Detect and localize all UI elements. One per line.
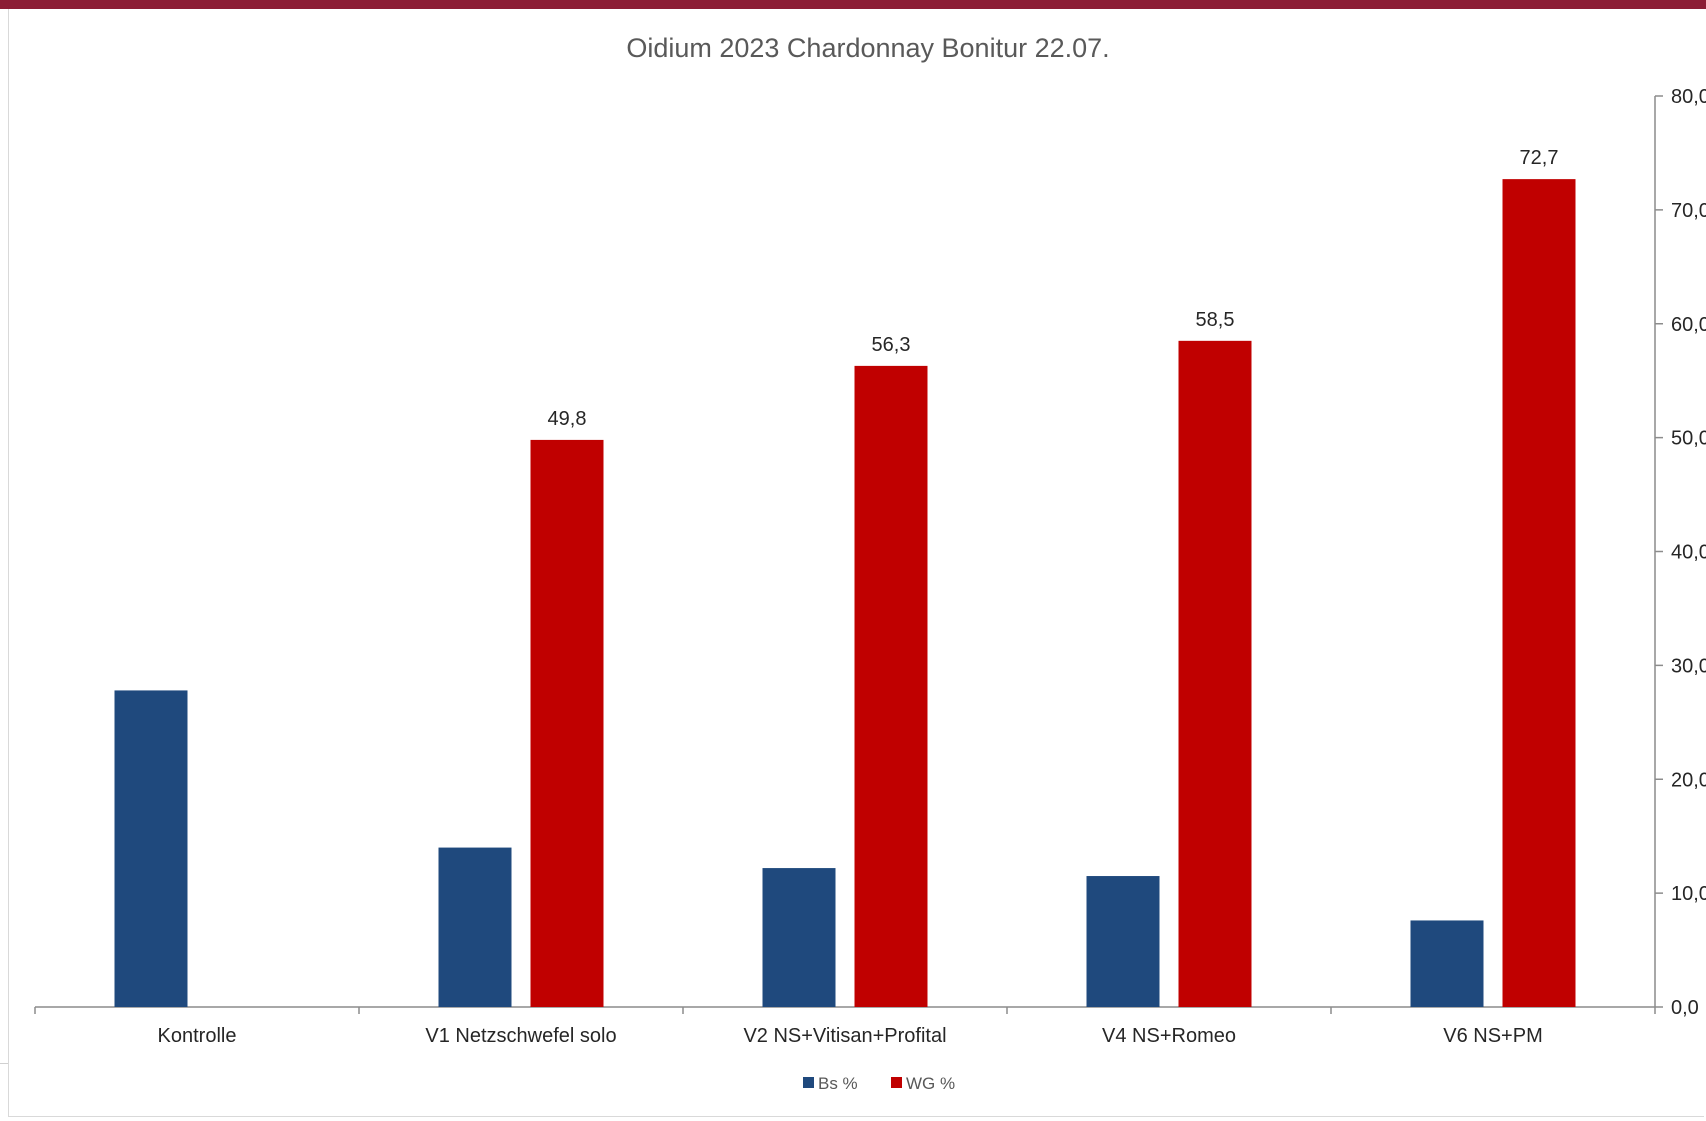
y-tick-label: 80,0 [1671, 86, 1706, 108]
edge-mark [0, 1063, 8, 1064]
chart-title: Oidium 2023 Chardonnay Bonitur 22.07. [626, 33, 1109, 63]
y-tick-label: 20,0 [1671, 769, 1706, 791]
bar-wg-v6-ns-pm [1502, 179, 1576, 1007]
bar-bs-v1-netzschwefel-solo [438, 847, 512, 1007]
legend-label-wg: WG % [906, 1074, 955, 1093]
y-tick-label: 40,0 [1671, 542, 1706, 564]
y-tick-label: 50,0 [1671, 428, 1706, 450]
y-tick-label: 30,0 [1671, 655, 1706, 677]
chart-frame [8, 9, 1704, 1117]
bar-wg-v2-ns-vitisan-profital [854, 365, 928, 1007]
x-tick-label: V6 NS+PM [1443, 1025, 1542, 1047]
x-tick-label: V4 NS+Romeo [1102, 1025, 1236, 1047]
legend-swatch-wg [891, 1077, 902, 1088]
y-tick-label: 10,0 [1671, 883, 1706, 905]
x-tick-label: V2 NS+Vitisan+Profital [743, 1025, 946, 1047]
data-label: 56,3 [872, 334, 911, 356]
bar-bs-v6-ns-pm [1410, 920, 1484, 1007]
y-tick-label: 0,0 [1671, 997, 1699, 1019]
bar-wg-v4-ns-romeo [1178, 340, 1252, 1007]
plot-area: 0,0 10,0 20,0 30,0 40,0 50,0 60,0 70,0 80,0 Kontr… [34, 86, 1706, 1047]
y-tick-label: 60,0 [1671, 314, 1706, 336]
x-tick-label: Kontrolle [158, 1025, 237, 1047]
bar-bs-v2-ns-vitisan-profital [762, 868, 836, 1007]
bar-bs-v4-ns-romeo [1086, 876, 1160, 1007]
window-top-band [0, 0, 1706, 9]
data-label: 72,7 [1520, 147, 1559, 169]
legend-swatch-bs [803, 1077, 814, 1088]
data-label: 49,8 [548, 408, 587, 430]
y-tick-label: 70,0 [1671, 200, 1706, 222]
bar-wg-v1-netzschwefel-solo [530, 439, 604, 1008]
legend-label-bs: Bs % [818, 1074, 858, 1093]
legend: Bs % WG % [803, 1074, 955, 1093]
bar-bs-kontrolle [114, 690, 188, 1007]
data-label: 58,5 [1196, 309, 1235, 331]
x-tick-label: V1 Netzschwefel solo [425, 1025, 616, 1047]
